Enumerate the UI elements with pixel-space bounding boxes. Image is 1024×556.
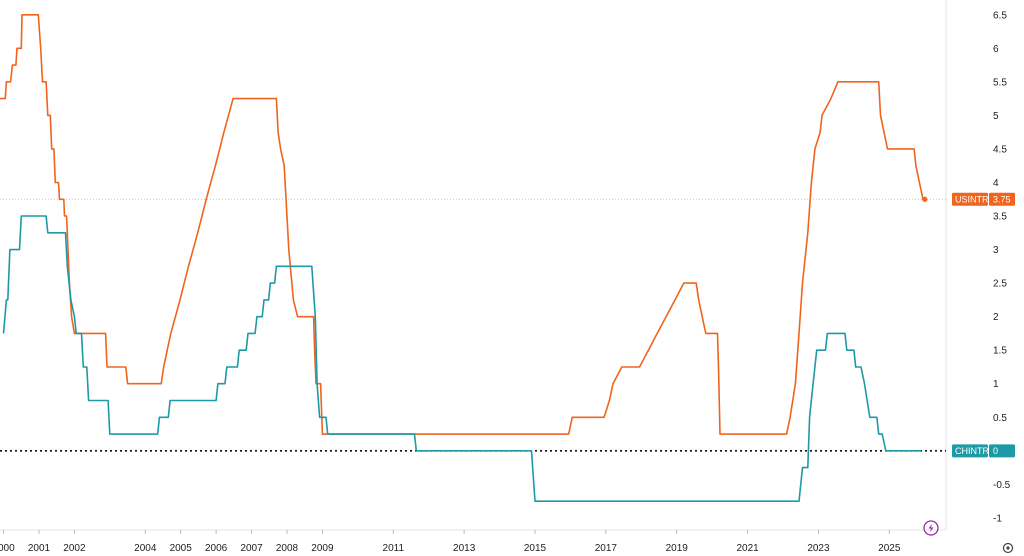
x-tick-label: 2005	[170, 543, 193, 554]
y-tick-label: 1	[993, 379, 999, 390]
badge-name-bg	[952, 192, 988, 206]
chintr-series-line	[2, 215, 922, 502]
y-tick-label: 2.5	[993, 279, 1007, 290]
x-tick-label: 2023	[807, 543, 830, 554]
x-tick-label: 2017	[595, 543, 618, 554]
reference-lines	[0, 198, 946, 452]
last-value-badges: USINTR 3.75 CHINTR 0	[952, 192, 1015, 458]
x-tick-label: 2025	[878, 543, 901, 554]
series-last-value: 0	[993, 446, 998, 456]
x-tick-label: 2013	[453, 543, 476, 554]
x-tick-label: 2007	[240, 543, 263, 554]
lightning-icon[interactable]	[923, 520, 939, 536]
x-tick-label: 2001	[28, 543, 51, 554]
x-tick-label: 2002	[63, 543, 86, 554]
x-tick-label: 2011	[383, 543, 405, 554]
series-name-label: USINTR	[955, 194, 989, 204]
y-tick-label: -0.5	[993, 480, 1011, 491]
x-tick-label: 2000	[0, 543, 15, 554]
x-tick-label: 2004	[134, 543, 157, 554]
usintr-badge: USINTR 3.75	[952, 192, 1015, 206]
x-axis-ticks: 2000 2001 2002 2004 2005 2006 2007 2008 2009 2011…	[0, 530, 901, 554]
y-tick-label: 3.5	[993, 212, 1007, 223]
x-tick-label: 2009	[311, 543, 334, 554]
y-tick-label: 6	[993, 44, 999, 55]
y-tick-label: 2	[993, 312, 999, 323]
chintr-badge: CHINTR 0	[952, 444, 1015, 458]
badge-value-bg	[989, 192, 1015, 206]
x-tick-label: 2019	[666, 543, 689, 554]
y-tick-label: 1.5	[993, 346, 1007, 357]
series-name-label: CHINTR	[955, 446, 989, 456]
x-tick-label: 2006	[205, 543, 228, 554]
gear-icon[interactable]	[1002, 542, 1014, 554]
y-tick-label: 4	[993, 178, 999, 189]
y-tick-label: -1	[993, 513, 1002, 524]
usintr-last-point	[922, 196, 928, 202]
y-tick-label: 6.5	[993, 10, 1007, 21]
y-tick-label: 4.5	[993, 144, 1007, 155]
series-last-value: 3.75	[993, 194, 1011, 204]
y-axis-ticks: 6.5 6 5.5 5 4.5 4 3.5 3 2.5 2 1.5 1 0.5 0 -0.5 -1	[993, 10, 1011, 524]
badge-name-bg	[952, 444, 988, 458]
x-tick-label: 2021	[736, 543, 759, 554]
y-tick-label: 0.5	[993, 413, 1007, 424]
badge-value-bg	[989, 444, 1015, 458]
y-tick-label: 5	[993, 111, 999, 122]
y-tick-label: 5.5	[993, 77, 1007, 88]
x-tick-label: 2008	[276, 543, 299, 554]
y-tick-label: 3	[993, 245, 999, 256]
series-layer	[0, 14, 928, 502]
x-tick-label: 2015	[524, 543, 547, 554]
usintr-series-line	[0, 14, 925, 435]
